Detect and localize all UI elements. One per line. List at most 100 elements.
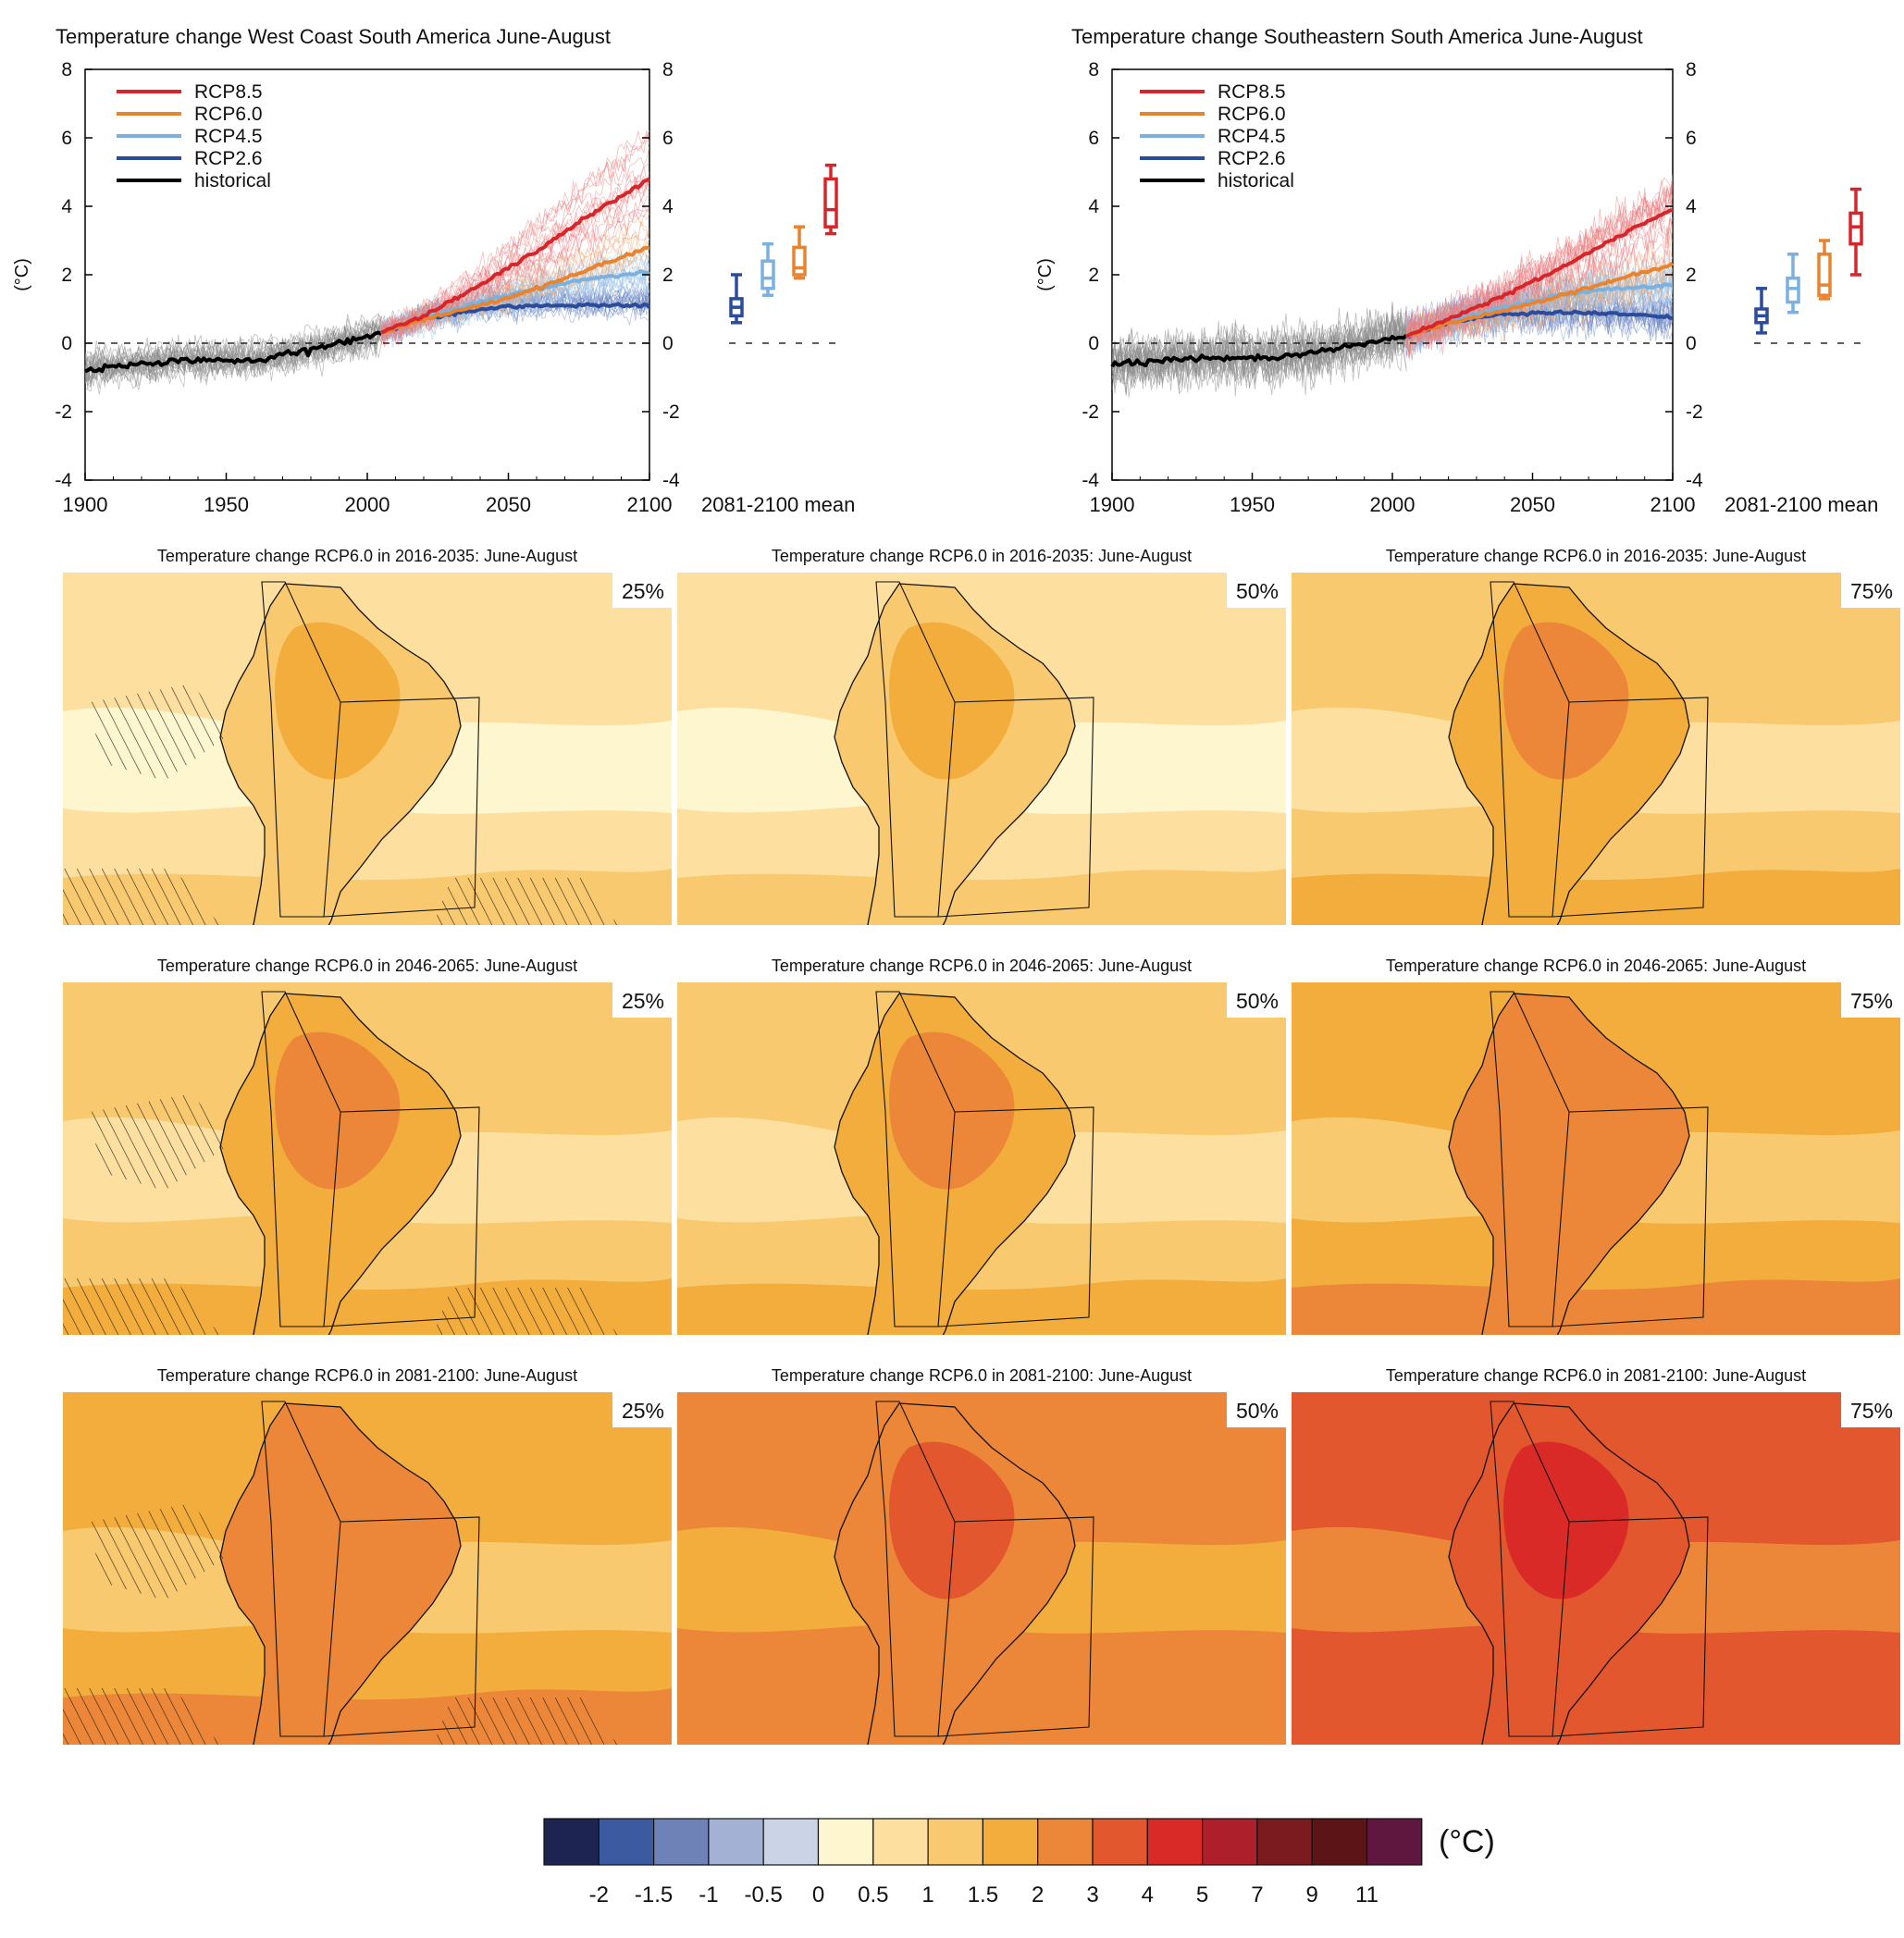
field-warm-core [275,1031,401,1190]
x-tick-label: 1900 [1090,493,1135,516]
x-tick-label: 2050 [1510,493,1555,516]
y-tick-label: 8 [61,59,72,80]
y-tick-label: 6 [1088,128,1099,149]
percentile-badge [1841,573,1900,608]
map-panel: Temperature change RCP6.0 in 2081-2100: … [677,1366,1286,1745]
percentile-label: 75% [1850,1399,1893,1423]
side-panel-label: 2081-2100 mean [701,493,855,516]
timeseries-west-coast: Temperature change West Coast South Amer… [12,25,855,516]
colorbar-swatch [872,1818,929,1866]
boxplot-rcp85 [1848,187,1863,277]
rcp85-member-line [380,146,649,332]
coastline [834,583,1076,925]
y-tick-label-right: 4 [1686,196,1697,217]
coastline [834,1402,1076,1745]
y-tick-label: -2 [55,401,72,423]
legend-label-rcp85: RCP8.5 [1218,81,1286,103]
boxplot-rcp60 [792,225,807,280]
percentile-badge [1227,982,1286,1018]
region-southeastern-outline [323,697,480,918]
y-tick-label: 0 [61,333,72,354]
boxplot-rcp45 [1786,253,1800,315]
colorbar-swatch [598,1818,655,1866]
colorbar-tick-label: -1.5 [635,1882,673,1907]
legend-label-rcp60: RCP6.0 [194,104,263,125]
rcp85-member-line [380,130,649,332]
x-tick-label: 1950 [1230,493,1275,516]
y-tick-label-right: -4 [1686,470,1703,491]
map-panel: Temperature change RCP6.0 in 2046-2065: … [63,957,672,1335]
percentile-label: 25% [622,1399,664,1423]
map-panel-title: Temperature change RCP6.0 in 2016-2035: … [157,547,577,565]
colorbar-swatch [1366,1818,1423,1866]
legend-label-rcp85: RCP8.5 [194,81,263,103]
map-panel-title: Temperature change RCP6.0 in 2081-2100: … [1386,1366,1806,1385]
hatching-region [63,1688,220,1745]
percentile-label: 50% [1236,579,1279,603]
legend-label-rcp45: RCP4.5 [194,126,263,147]
field-band-south [1292,869,1900,925]
coastline [1448,993,1690,1335]
region-southeastern-outline [1552,1106,1709,1327]
y-tick-label-right: 4 [662,196,674,217]
legend: RCP8.5 RCP6.0 RCP4.5 RCP2.6 historical [1140,81,1294,191]
y-tick-label-right: 0 [662,333,674,354]
hatching-region [433,1288,618,1335]
y-tick-label-right: 6 [1686,128,1697,149]
rcp45-member-line [380,271,649,339]
colorbar-tick-label: 4 [1142,1882,1154,1907]
ensemble-members [1112,174,1673,398]
coastline [219,583,462,925]
y-tick-label: 2 [1088,265,1099,286]
y-tick-label-right: -4 [662,470,680,491]
map-field [1292,982,1900,1335]
legend: RCP8.5 RCP6.0 RCP4.5 RCP2.6 historical [117,81,271,191]
region-southeastern-outline [323,1106,480,1327]
y-tick-label-right: 6 [662,128,674,149]
rcp60-member-line [1405,262,1673,348]
boxplot-box [760,259,775,290]
x-tick-label: 1950 [204,493,249,516]
field-band-south [1292,1688,1900,1745]
y-tick-label: 2 [61,265,72,286]
field-warm-core [889,1441,1015,1599]
historical-member-line [1112,306,1407,381]
colorbar-unit: (°C) [1439,1824,1495,1859]
region-southeastern-outline [1552,1516,1709,1737]
map-panel-title: Temperature change RCP6.0 in 2046-2065: … [772,957,1192,975]
boxplot-rcp60 [1817,239,1832,301]
hatching-region [91,1093,229,1191]
y-tick-label-right: 0 [1686,333,1697,354]
colorbar-swatch [1037,1818,1094,1866]
field-band-south [677,869,1286,925]
rcp85-member-line [380,195,649,348]
map-panel: Temperature change RCP6.0 in 2016-2035: … [1292,547,1900,925]
field-band-south [1292,1278,1900,1335]
historical-member-line [85,318,382,375]
percentile-badge [1227,573,1286,608]
percentile-label: 50% [1236,1399,1279,1423]
series-layer: -4 -4 -2 -2 0 0 2 2 4 4 6 6 8 8 1900 1950 2000 2050 2100 [1082,59,1867,516]
coastline [1448,583,1690,925]
colorbar-swatch [1092,1818,1148,1866]
y-tick-label-right: -2 [1686,401,1703,423]
historical-member-line [85,320,382,366]
colorbar-tick-label: 0.5 [858,1882,888,1907]
boxplot-rcp26 [1754,287,1769,335]
hatching-region [433,1697,618,1745]
hatching-region [433,878,618,925]
percentile-label: 75% [1850,579,1893,603]
map-field [677,982,1286,1335]
colorbar-swatch [708,1818,764,1866]
colorbar-swatch [1311,1818,1368,1866]
chart-title: Temperature change Southeastern South Am… [1071,25,1643,48]
y-axis-label: (°C) [1035,258,1056,291]
map-panel: Temperature change RCP6.0 in 2081-2100: … [63,1366,672,1745]
legend-label-historical: historical [1218,170,1294,191]
boxplot-box [1817,253,1832,297]
boxplot-box [1786,276,1800,304]
y-tick-label-right: 8 [1686,59,1697,80]
y-tick-label: 4 [61,196,72,217]
field-warm-core [1503,622,1629,780]
